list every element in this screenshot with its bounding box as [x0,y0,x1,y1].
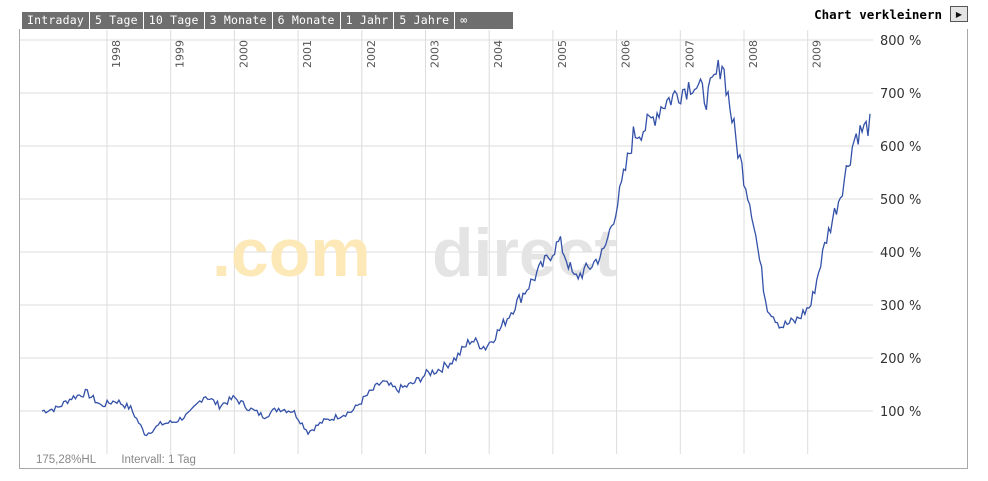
shrink-chart-link[interactable]: Chart verkleinern ▶ [814,6,968,22]
tab-intraday[interactable]: Intraday [22,12,90,29]
footer-value: 175,28%HL [36,454,97,466]
chart-frame [19,29,968,469]
play-icon[interactable]: ▶ [950,6,968,22]
tab-1-jahr[interactable]: 1 Jahr [341,12,395,29]
x-tick-label: 1998 [110,40,123,68]
tab-6-monate[interactable]: 6 Monate [273,12,341,29]
range-tabs: Intraday 5 Tage 10 Tage 3 Monate 6 Monat… [22,12,514,29]
y-tick-label: 300 % [880,299,921,314]
y-tick-label: 600 % [880,140,921,155]
x-tick-label: 2001 [301,40,314,68]
x-tick-label: 1999 [174,40,187,68]
tab-max[interactable]: ∞ [460,13,468,27]
y-tick-label: 700 % [880,87,921,102]
x-tick-label: 2007 [683,40,696,68]
footer-interval: Intervall: 1 Tag [121,454,196,466]
watermark-direct: direct [432,215,617,291]
x-tick-label: 2008 [747,40,760,68]
x-tick-label: 2000 [237,40,250,68]
y-tick-label: 200 % [880,352,921,367]
x-tick-label: 2002 [365,40,378,68]
tab-5-tage[interactable]: 5 Tage [90,12,144,29]
x-tick-label: 2009 [811,40,824,68]
y-tick-label: 400 % [880,246,921,261]
watermark-com: .com [212,215,371,291]
x-tick-label: 2005 [556,40,569,68]
comdirect-watermark: .com direct [212,215,617,291]
tab-5-jahre[interactable]: 5 Jahre [394,12,456,29]
y-tick-label: 500 % [880,193,921,208]
x-tick-label: 2006 [620,40,633,68]
tab-3-monate[interactable]: 3 Monate [205,12,273,29]
y-axis-labels: 100 % 200 % 300 % 400 % 500 % 600 % 700 % 800 % [880,34,921,420]
x-tick-label: 2003 [429,40,442,68]
y-tick-label: 800 % [880,34,921,49]
x-tick-label: 2004 [492,40,505,68]
tab-10-tage[interactable]: 10 Tage [144,12,205,29]
grid-layer [20,30,873,454]
chart-footer: 175,28%HL Intervall: 1 Tag [36,454,218,466]
x-axis-labels: 1998 1999 2000 2001 2002 2003 2004 2005 2006 2007… [110,40,824,68]
shrink-chart-label: Chart verkleinern [814,6,942,22]
y-tick-label: 100 % [880,405,921,420]
series-line [41,59,871,437]
